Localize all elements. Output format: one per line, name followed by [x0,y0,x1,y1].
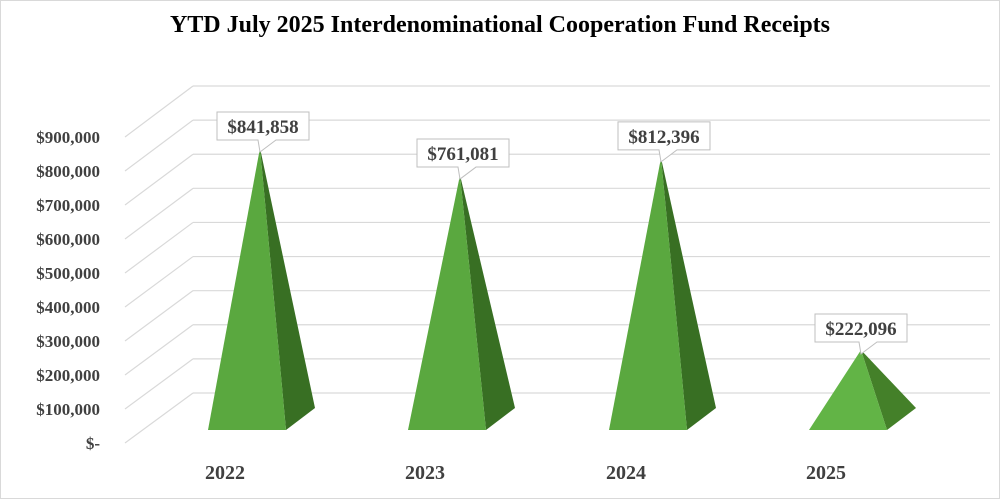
pyramid-side-face [861,350,916,430]
y-axis-tick-label: $700,000 [36,196,100,215]
gridline-floor-diagonal [124,290,194,342]
x-axis-tick-label: 2022 [205,462,245,484]
data-label-text: $812,396 [628,127,699,148]
gridline-floor-diagonal [124,187,194,240]
gridline-floor-diagonal [124,324,194,376]
data-label-callout [814,313,908,355]
gridline-floor-diagonal [124,256,194,308]
data-label: $841,858 [216,111,310,153]
x-axis-tick-label: 2025 [806,462,846,484]
pyramid-side-face [460,175,515,430]
pyramid-bar-2025 [809,350,887,430]
x-axis-tick-label: 2024 [606,462,646,484]
chart-title: YTD July 2025 Interdenominational Cooper… [169,12,831,38]
y-axis-tick-label: $100,000 [36,400,100,419]
y-axis-tick-label: $300,000 [36,332,100,351]
y-axis-tick-label: $500,000 [36,264,100,283]
y-axis-tick-label: $200,000 [36,366,100,385]
gridline-floor-diagonal [124,221,194,274]
pyramid-bar-2023 [408,175,486,430]
pyramid-side-face [260,148,315,430]
gridline-floor-diagonal [124,153,194,206]
data-label: $761,081 [416,138,510,180]
gridline-floor-diagonal [124,392,194,444]
gridline-floor-diagonal [124,85,194,138]
gridline-floor-diagonal [124,119,194,172]
data-label-text: $222,096 [825,319,896,340]
gridline-floor-diagonal [124,358,194,410]
pyramid-bar-2024 [609,157,687,430]
data-label-callout [416,138,510,180]
y-axis-tick-label: $800,000 [36,162,100,181]
data-label-callout [216,111,310,153]
pyramid-bar-2022 [208,148,286,430]
y-axis-tick-label: $400,000 [36,298,100,317]
y-axis-tick-label: $900,000 [36,128,100,147]
data-label-text: $841,858 [227,117,298,138]
y-axis-tick-label: $- [86,434,101,453]
data-label-callout [617,121,711,163]
data-label: $222,096 [814,313,908,355]
y-axis-tick-label: $600,000 [36,230,100,249]
data-label-text: $761,081 [427,144,498,165]
x-axis-tick-label: 2023 [405,462,445,484]
pyramid-side-face [661,157,716,430]
data-label: $812,396 [617,121,711,163]
